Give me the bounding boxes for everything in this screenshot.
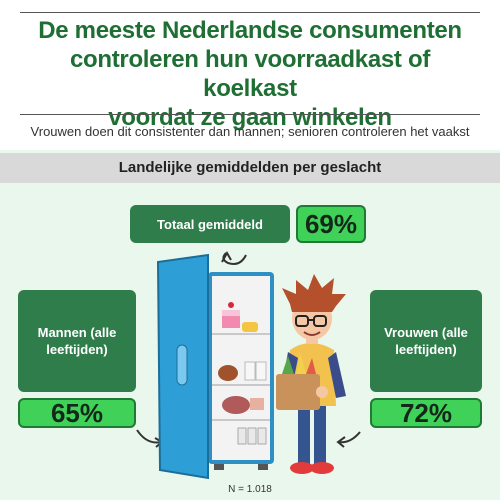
total-value: 69%: [304, 208, 358, 239]
men-value-box: 65%: [18, 398, 136, 428]
title-line-3: voordat ze gaan winkelen: [108, 104, 392, 131]
total-value-box: 69%: [296, 205, 366, 243]
sample-size: N = 1.018: [228, 484, 272, 495]
total-label-box: Totaal gemiddeld: [130, 205, 290, 243]
women-value: 72%: [399, 397, 453, 428]
men-label-line-2: leeftijden): [46, 342, 108, 357]
title-line-2: controleren hun voorraadkast of koelkast: [69, 46, 431, 102]
men-label-box: Mannen (alle leeftijden): [18, 290, 136, 392]
subtitle: Vrouwen doen dit consistenter dan mannen…: [30, 124, 470, 139]
fridge-icon: [156, 253, 274, 480]
section-heading: Landelijke gemiddelden per geslacht: [0, 153, 500, 183]
title-line-1: De meeste Nederlandse consumenten: [38, 17, 462, 44]
title-rule: [20, 114, 480, 115]
men-label-line-1: Mannen (alle: [37, 325, 117, 340]
arrow-to-men-icon: [136, 429, 164, 448]
page-title: De meeste Nederlandse consumenten contro…: [20, 16, 480, 132]
arrow-to-total-icon: [221, 250, 247, 265]
top-rule: [20, 12, 480, 13]
women-value-box: 72%: [370, 398, 482, 428]
women-label-box: Vrouwen (alle leeftijden): [370, 290, 482, 392]
men-value: 65%: [50, 397, 104, 428]
header-area: [0, 0, 500, 150]
total-label: Totaal gemiddeld: [157, 216, 263, 232]
women-label-line-1: Vrouwen (alle: [384, 325, 468, 340]
shopper-icon: [276, 274, 346, 474]
arrow-to-women-icon: [336, 431, 361, 448]
women-label-line-2: leeftijden): [395, 342, 457, 357]
